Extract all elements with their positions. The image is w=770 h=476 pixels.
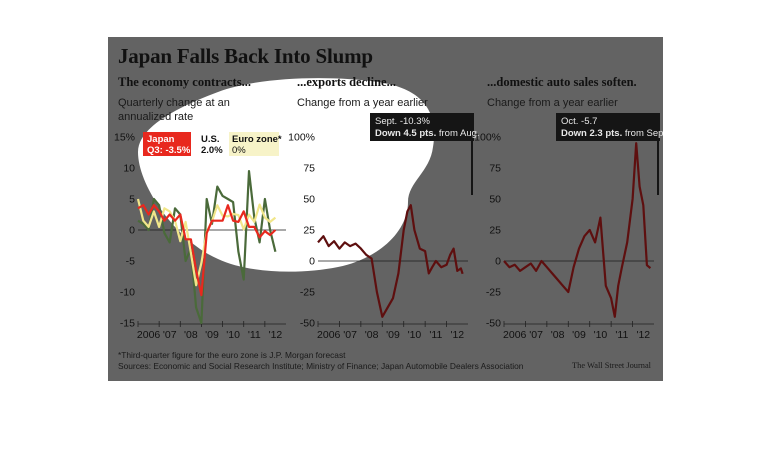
y-tick-label: 100%: [474, 132, 501, 144]
sources-note: Sources: Economic and Social Research In…: [118, 361, 524, 371]
x-tick-label: '07: [343, 329, 357, 341]
y-tick-label: 0: [309, 256, 315, 268]
x-tick-label: '10: [226, 329, 240, 341]
callout-change-rest: from Aug.: [439, 128, 480, 139]
y-tick-label: 75: [489, 163, 501, 175]
exports-heading: ...exports decline...: [297, 75, 396, 89]
y-tick-label: 0: [495, 256, 501, 268]
y-tick-label: 15%: [114, 132, 135, 144]
x-tick-label: '07: [529, 329, 543, 341]
series-line-exports: [317, 204, 464, 318]
x-tick-label: '11: [615, 329, 628, 341]
y-tick-label: 50: [303, 194, 315, 206]
callout-value: Sept. -10.3%: [375, 116, 430, 127]
x-tick-label: '08: [184, 329, 198, 341]
legend-euro-value: 0%: [232, 145, 246, 156]
y-tick-label: -50: [300, 318, 315, 330]
y-tick-label: 0: [129, 225, 135, 237]
footnote: *Third-quarter figure for the euro zone …: [118, 350, 346, 360]
callout-change-bold: Down 4.5 pts.: [375, 128, 439, 139]
auto-sales-heading: ...domestic auto sales soften.: [487, 75, 637, 89]
y-tick-label: -5: [126, 256, 135, 268]
x-tick-label: '10: [594, 329, 608, 341]
credit-line: The Wall Street Journal: [572, 361, 651, 370]
y-tick-label: 25: [489, 225, 501, 237]
callout-box: [556, 113, 660, 141]
x-tick-label: 2006: [317, 329, 341, 341]
series-line-euro-zone: [137, 204, 277, 297]
legend-us-value: 2.0%: [201, 145, 223, 156]
gdp-caption: Quarterly change at an annualized rate: [118, 97, 230, 123]
legend-japan-name: Japan: [147, 134, 175, 145]
callout-box: [370, 113, 474, 141]
x-tick-label: '12: [450, 329, 464, 341]
y-tick-label: -25: [486, 287, 501, 299]
x-tick-label: '11: [429, 329, 442, 341]
x-tick-label: '12: [269, 329, 283, 341]
auto-sales-caption: Change from a year earlier: [487, 97, 618, 109]
x-tick-label: '10: [408, 329, 422, 341]
x-tick-label: '09: [205, 329, 219, 341]
legend-japan-swatch: [143, 132, 191, 156]
x-tick-label: '09: [572, 329, 586, 341]
callout-change-rest: from Sept.: [625, 128, 663, 139]
x-tick-label: '08: [365, 329, 379, 341]
legend-japan-value: Q3: -3.5%: [147, 145, 191, 156]
y-tick-label: 10: [123, 163, 135, 175]
x-tick-label: '08: [551, 329, 565, 341]
y-tick-label: 50: [489, 194, 501, 206]
y-tick-label: -50: [486, 318, 501, 330]
exports-caption: Change from a year earlier: [297, 97, 428, 109]
y-tick-label: -15: [120, 318, 135, 330]
charts-canvas: 15%1050-5-10-152006'07'08'09'10'11'12Jap…: [114, 78, 663, 341]
x-tick-label: 2006: [137, 329, 161, 341]
x-tick-label: '09: [386, 329, 400, 341]
y-tick-label: 75: [303, 163, 315, 175]
x-tick-label: 2006: [503, 329, 527, 341]
gdp-heading: The economy contracts...: [118, 75, 251, 89]
legend-euro-name: Euro zone*: [232, 134, 282, 145]
x-tick-label: '11: [248, 329, 261, 341]
callout-change-bold: Down 2.3 pts.: [561, 128, 625, 139]
y-tick-label: 5: [129, 194, 135, 206]
x-tick-label: '07: [163, 329, 177, 341]
legend-euro-swatch: [229, 132, 279, 156]
y-tick-label: 100%: [288, 132, 315, 144]
y-tick-label: -10: [120, 287, 135, 299]
callout-change: Down 4.5 pts. from Aug.: [375, 128, 480, 139]
callout-value: Oct. -5.7: [561, 116, 597, 127]
graphic-panel: 15% 10 5 0 -5 -10 -15 2006'07'08'09'10'11'12 Jap…: [108, 37, 663, 381]
y-tick-label: 25: [303, 225, 315, 237]
legend-us-name: U.S.: [201, 134, 219, 145]
graphic-title: Japan Falls Back Into Slump: [118, 44, 373, 68]
callout-change: Down 2.3 pts. from Sept.: [561, 128, 663, 139]
series-line-domestic-auto-sales: [503, 142, 652, 318]
y-tick-label: -25: [300, 287, 315, 299]
x-tick-label: '12: [636, 329, 650, 341]
